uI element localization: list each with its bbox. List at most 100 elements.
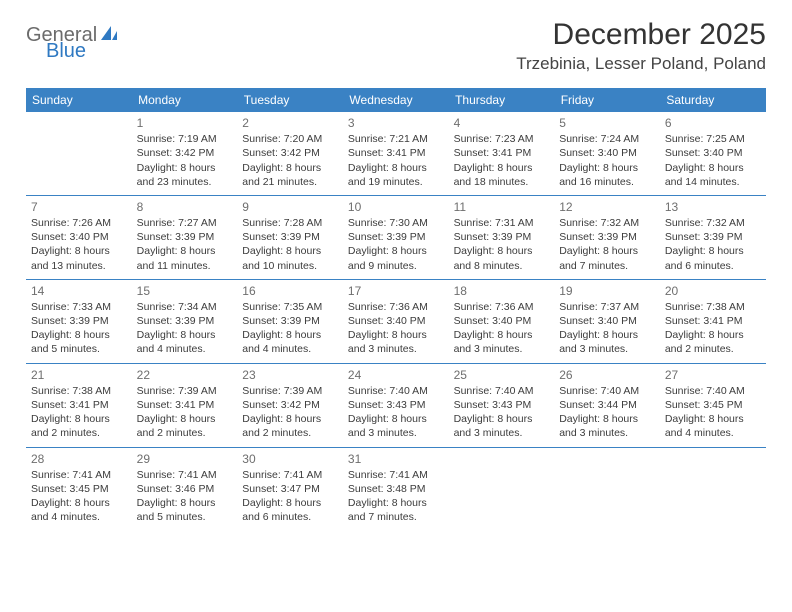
daylight-line: Daylight: 8 hours bbox=[665, 161, 761, 175]
sunset-line: Sunset: 3:46 PM bbox=[137, 482, 233, 496]
daylight-line: Daylight: 8 hours bbox=[31, 244, 127, 258]
weekday-header: Monday bbox=[132, 88, 238, 112]
day-number: 7 bbox=[31, 199, 127, 215]
sunset-line: Sunset: 3:41 PM bbox=[454, 146, 550, 160]
calendar-day-cell: 27Sunrise: 7:40 AMSunset: 3:45 PMDayligh… bbox=[660, 363, 766, 447]
sunset-line: Sunset: 3:39 PM bbox=[242, 314, 338, 328]
calendar-week-row: 1Sunrise: 7:19 AMSunset: 3:42 PMDaylight… bbox=[26, 112, 766, 195]
daylight-line: Daylight: 8 hours bbox=[348, 496, 444, 510]
sunset-line: Sunset: 3:39 PM bbox=[137, 314, 233, 328]
daylight-line: and 19 minutes. bbox=[348, 175, 444, 189]
daylight-line: Daylight: 8 hours bbox=[454, 412, 550, 426]
daylight-line: Daylight: 8 hours bbox=[242, 496, 338, 510]
daylight-line: Daylight: 8 hours bbox=[665, 412, 761, 426]
calendar-day-cell: 2Sunrise: 7:20 AMSunset: 3:42 PMDaylight… bbox=[237, 112, 343, 195]
sunset-line: Sunset: 3:41 PM bbox=[137, 398, 233, 412]
daylight-line: and 8 minutes. bbox=[454, 259, 550, 273]
calendar-day-cell: 22Sunrise: 7:39 AMSunset: 3:41 PMDayligh… bbox=[132, 363, 238, 447]
sunrise-line: Sunrise: 7:40 AM bbox=[665, 384, 761, 398]
daylight-line: and 23 minutes. bbox=[137, 175, 233, 189]
calendar-day-cell: 25Sunrise: 7:40 AMSunset: 3:43 PMDayligh… bbox=[449, 363, 555, 447]
sunrise-line: Sunrise: 7:40 AM bbox=[559, 384, 655, 398]
sunrise-line: Sunrise: 7:40 AM bbox=[348, 384, 444, 398]
calendar-day-cell: 31Sunrise: 7:41 AMSunset: 3:48 PMDayligh… bbox=[343, 447, 449, 530]
calendar-day-cell: 30Sunrise: 7:41 AMSunset: 3:47 PMDayligh… bbox=[237, 447, 343, 530]
daylight-line: and 13 minutes. bbox=[31, 259, 127, 273]
daylight-line: Daylight: 8 hours bbox=[242, 412, 338, 426]
sunset-line: Sunset: 3:41 PM bbox=[348, 146, 444, 160]
sunrise-line: Sunrise: 7:21 AM bbox=[348, 132, 444, 146]
daylight-line: Daylight: 8 hours bbox=[559, 328, 655, 342]
day-number: 19 bbox=[559, 283, 655, 299]
daylight-line: and 21 minutes. bbox=[242, 175, 338, 189]
sunrise-line: Sunrise: 7:40 AM bbox=[454, 384, 550, 398]
daylight-line: and 5 minutes. bbox=[137, 510, 233, 524]
daylight-line: and 2 minutes. bbox=[242, 426, 338, 440]
daylight-line: Daylight: 8 hours bbox=[137, 161, 233, 175]
day-number: 13 bbox=[665, 199, 761, 215]
day-number: 15 bbox=[137, 283, 233, 299]
daylight-line: Daylight: 8 hours bbox=[242, 328, 338, 342]
daylight-line: and 3 minutes. bbox=[559, 342, 655, 356]
calendar-day-cell: 20Sunrise: 7:38 AMSunset: 3:41 PMDayligh… bbox=[660, 279, 766, 363]
daylight-line: Daylight: 8 hours bbox=[137, 328, 233, 342]
sunrise-line: Sunrise: 7:35 AM bbox=[242, 300, 338, 314]
sunset-line: Sunset: 3:40 PM bbox=[559, 314, 655, 328]
sunset-line: Sunset: 3:40 PM bbox=[665, 146, 761, 160]
calendar-day-cell: 11Sunrise: 7:31 AMSunset: 3:39 PMDayligh… bbox=[449, 195, 555, 279]
brand-text-blue: Blue bbox=[46, 40, 86, 62]
weekday-header: Friday bbox=[554, 88, 660, 112]
calendar-page: General December 2025 Trzebinia, Lesser … bbox=[0, 0, 792, 548]
sunrise-line: Sunrise: 7:33 AM bbox=[31, 300, 127, 314]
day-number: 14 bbox=[31, 283, 127, 299]
weekday-header: Tuesday bbox=[237, 88, 343, 112]
sunrise-line: Sunrise: 7:37 AM bbox=[559, 300, 655, 314]
day-number: 20 bbox=[665, 283, 761, 299]
sunrise-line: Sunrise: 7:32 AM bbox=[665, 216, 761, 230]
calendar-day-cell bbox=[449, 447, 555, 530]
daylight-line: Daylight: 8 hours bbox=[137, 496, 233, 510]
daylight-line: and 3 minutes. bbox=[454, 426, 550, 440]
day-number: 18 bbox=[454, 283, 550, 299]
calendar-day-cell: 23Sunrise: 7:39 AMSunset: 3:42 PMDayligh… bbox=[237, 363, 343, 447]
day-number: 4 bbox=[454, 115, 550, 131]
sunrise-line: Sunrise: 7:31 AM bbox=[454, 216, 550, 230]
day-number: 17 bbox=[348, 283, 444, 299]
sunset-line: Sunset: 3:39 PM bbox=[559, 230, 655, 244]
daylight-line: Daylight: 8 hours bbox=[137, 412, 233, 426]
day-number: 22 bbox=[137, 367, 233, 383]
sunrise-line: Sunrise: 7:41 AM bbox=[31, 468, 127, 482]
calendar-day-cell: 7Sunrise: 7:26 AMSunset: 3:40 PMDaylight… bbox=[26, 195, 132, 279]
sunrise-line: Sunrise: 7:30 AM bbox=[348, 216, 444, 230]
sunset-line: Sunset: 3:43 PM bbox=[348, 398, 444, 412]
sunrise-line: Sunrise: 7:24 AM bbox=[559, 132, 655, 146]
calendar-day-cell: 3Sunrise: 7:21 AMSunset: 3:41 PMDaylight… bbox=[343, 112, 449, 195]
sunset-line: Sunset: 3:39 PM bbox=[665, 230, 761, 244]
sunset-line: Sunset: 3:48 PM bbox=[348, 482, 444, 496]
calendar-day-cell: 4Sunrise: 7:23 AMSunset: 3:41 PMDaylight… bbox=[449, 112, 555, 195]
daylight-line: Daylight: 8 hours bbox=[559, 161, 655, 175]
sunrise-line: Sunrise: 7:41 AM bbox=[242, 468, 338, 482]
calendar-body: 1Sunrise: 7:19 AMSunset: 3:42 PMDaylight… bbox=[26, 112, 766, 530]
calendar-day-cell: 5Sunrise: 7:24 AMSunset: 3:40 PMDaylight… bbox=[554, 112, 660, 195]
sunset-line: Sunset: 3:39 PM bbox=[454, 230, 550, 244]
calendar-day-cell: 1Sunrise: 7:19 AMSunset: 3:42 PMDaylight… bbox=[132, 112, 238, 195]
day-number: 1 bbox=[137, 115, 233, 131]
sunrise-line: Sunrise: 7:38 AM bbox=[31, 384, 127, 398]
sunset-line: Sunset: 3:39 PM bbox=[348, 230, 444, 244]
daylight-line: and 2 minutes. bbox=[137, 426, 233, 440]
daylight-line: and 9 minutes. bbox=[348, 259, 444, 273]
daylight-line: Daylight: 8 hours bbox=[454, 244, 550, 258]
daylight-line: Daylight: 8 hours bbox=[559, 412, 655, 426]
sunset-line: Sunset: 3:39 PM bbox=[242, 230, 338, 244]
daylight-line: and 2 minutes. bbox=[31, 426, 127, 440]
calendar-day-cell: 28Sunrise: 7:41 AMSunset: 3:45 PMDayligh… bbox=[26, 447, 132, 530]
daylight-line: and 5 minutes. bbox=[31, 342, 127, 356]
day-number: 16 bbox=[242, 283, 338, 299]
calendar-day-cell: 15Sunrise: 7:34 AMSunset: 3:39 PMDayligh… bbox=[132, 279, 238, 363]
daylight-line: Daylight: 8 hours bbox=[348, 412, 444, 426]
daylight-line: and 18 minutes. bbox=[454, 175, 550, 189]
daylight-line: and 6 minutes. bbox=[665, 259, 761, 273]
day-number: 26 bbox=[559, 367, 655, 383]
day-number: 29 bbox=[137, 451, 233, 467]
